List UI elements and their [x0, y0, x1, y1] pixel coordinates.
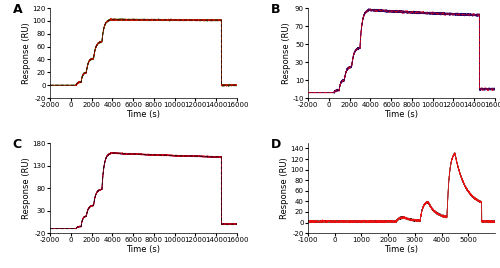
Text: D: D	[270, 138, 281, 151]
Y-axis label: Response (RU): Response (RU)	[22, 22, 31, 84]
Y-axis label: Response (RU): Response (RU)	[282, 22, 291, 84]
Text: A: A	[12, 3, 22, 16]
X-axis label: Time (s): Time (s)	[384, 245, 418, 254]
Text: B: B	[270, 3, 280, 16]
Y-axis label: Response (RU): Response (RU)	[22, 157, 31, 219]
X-axis label: Time (s): Time (s)	[384, 110, 418, 119]
Y-axis label: Response (RU): Response (RU)	[280, 157, 289, 219]
Text: C: C	[12, 138, 22, 151]
X-axis label: Time (s): Time (s)	[126, 245, 160, 254]
X-axis label: Time (s): Time (s)	[126, 110, 160, 119]
